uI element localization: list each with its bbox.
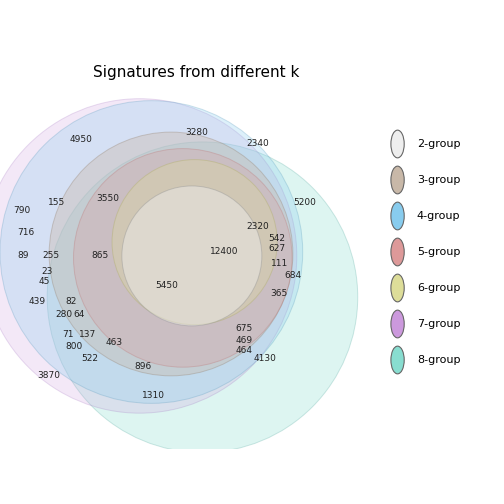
Text: 716: 716 bbox=[17, 228, 34, 237]
Text: 71: 71 bbox=[62, 330, 74, 339]
Text: 89: 89 bbox=[18, 251, 29, 261]
Circle shape bbox=[0, 101, 303, 403]
Text: 4130: 4130 bbox=[254, 354, 277, 363]
Text: 865: 865 bbox=[92, 251, 109, 261]
Text: 2320: 2320 bbox=[246, 222, 269, 231]
Text: 255: 255 bbox=[42, 251, 59, 261]
Text: 3550: 3550 bbox=[97, 195, 119, 204]
Circle shape bbox=[49, 132, 293, 376]
Text: 5200: 5200 bbox=[293, 199, 316, 207]
Text: 137: 137 bbox=[79, 330, 96, 339]
Circle shape bbox=[391, 130, 404, 158]
Text: 542: 542 bbox=[269, 234, 286, 243]
Text: 800: 800 bbox=[66, 342, 83, 351]
Text: 280: 280 bbox=[55, 310, 72, 320]
Text: 463: 463 bbox=[105, 338, 122, 347]
Circle shape bbox=[122, 186, 262, 326]
Text: 6-group: 6-group bbox=[417, 283, 460, 293]
Text: 155: 155 bbox=[48, 199, 66, 207]
Text: Signatures from different k: Signatures from different k bbox=[93, 66, 300, 80]
Circle shape bbox=[112, 160, 277, 325]
Circle shape bbox=[0, 99, 297, 413]
Circle shape bbox=[391, 166, 404, 194]
Text: 12400: 12400 bbox=[210, 247, 238, 257]
Text: 439: 439 bbox=[29, 297, 46, 305]
Text: 111: 111 bbox=[271, 259, 288, 268]
Text: 5-group: 5-group bbox=[417, 247, 460, 257]
Text: 684: 684 bbox=[284, 271, 301, 280]
Circle shape bbox=[391, 238, 404, 266]
Text: 2340: 2340 bbox=[246, 140, 269, 148]
Circle shape bbox=[391, 346, 404, 374]
Text: 64: 64 bbox=[73, 310, 84, 320]
Circle shape bbox=[74, 149, 292, 367]
Text: 3-group: 3-group bbox=[417, 175, 460, 185]
Text: 3280: 3280 bbox=[185, 128, 208, 137]
Circle shape bbox=[391, 310, 404, 338]
Text: 522: 522 bbox=[81, 354, 98, 363]
Text: 627: 627 bbox=[269, 243, 286, 253]
Text: 8-group: 8-group bbox=[417, 355, 461, 365]
Text: 675: 675 bbox=[235, 324, 253, 333]
Text: 365: 365 bbox=[271, 289, 288, 298]
Text: 790: 790 bbox=[13, 206, 30, 215]
Circle shape bbox=[391, 202, 404, 230]
Text: 464: 464 bbox=[235, 346, 252, 355]
Text: 2-group: 2-group bbox=[417, 139, 461, 149]
Circle shape bbox=[47, 142, 358, 453]
Text: 3870: 3870 bbox=[38, 371, 60, 381]
Text: 45: 45 bbox=[38, 277, 50, 286]
Text: 4950: 4950 bbox=[69, 136, 92, 145]
Text: 5450: 5450 bbox=[156, 281, 178, 290]
Text: 7-group: 7-group bbox=[417, 319, 461, 329]
Text: 469: 469 bbox=[235, 336, 253, 345]
Text: 4-group: 4-group bbox=[417, 211, 461, 221]
Text: 23: 23 bbox=[41, 267, 53, 276]
Text: 1310: 1310 bbox=[142, 391, 165, 400]
Text: 896: 896 bbox=[135, 361, 152, 370]
Circle shape bbox=[391, 274, 404, 302]
Text: 82: 82 bbox=[66, 297, 77, 305]
